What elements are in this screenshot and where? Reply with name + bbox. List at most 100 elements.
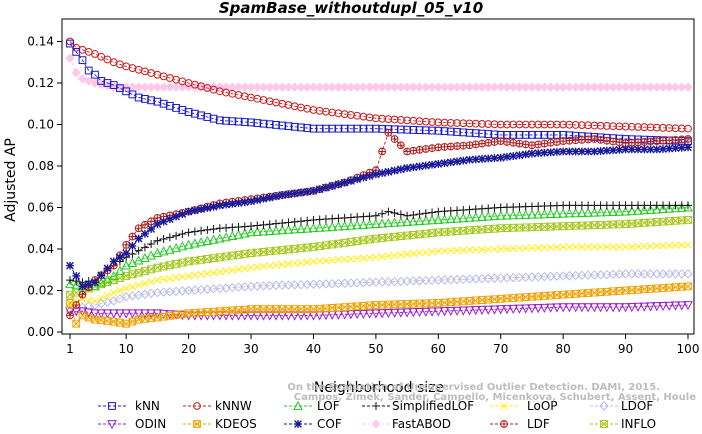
data-point-cof [328, 182, 337, 190]
data-point-knnw [602, 122, 611, 130]
data-point-cof [453, 157, 461, 166]
data-point-fastabod [608, 82, 618, 92]
legend-label-simplifiedlof: SimplifiedLOF [392, 399, 474, 413]
data-point-ldf [602, 136, 611, 145]
data-point-cof [440, 159, 449, 167]
data-point-knn [297, 123, 305, 132]
data-point-fastabod [589, 82, 600, 92]
data-point-cof [353, 175, 362, 184]
data-point-loop [553, 243, 561, 251]
data-point-knn [141, 95, 149, 103]
data-point-fastabod [283, 82, 294, 92]
data-point-cof [322, 183, 330, 192]
data-point-fastabod [258, 82, 269, 92]
data-point-loop [478, 245, 486, 254]
data-point-cof [334, 180, 343, 189]
data-point-cof [671, 144, 680, 153]
data-point-cof [84, 280, 93, 289]
data-point-fastabod [533, 82, 543, 92]
data-point-cof [134, 234, 143, 243]
data-point-kdeos [147, 314, 156, 323]
data-point-cof [128, 241, 137, 250]
data-point-lof [121, 260, 132, 270]
legend-item-ldf: LDF [490, 417, 550, 431]
data-point-odin [658, 301, 668, 312]
data-point-cof [141, 229, 149, 238]
data-point-loop [628, 242, 636, 251]
data-point-lof [414, 215, 425, 226]
legend-item-kdeos: KDEOS [183, 417, 257, 431]
data-point-odin [508, 304, 519, 315]
data-point-loop [97, 294, 105, 302]
data-point-ldf [484, 138, 493, 147]
plot-area [65, 37, 693, 328]
data-point-cof [528, 149, 536, 158]
data-point-fastabod [215, 82, 225, 92]
data-point-cof [340, 178, 349, 187]
data-point-fastabod [496, 82, 506, 92]
data-point-fastabod [389, 82, 400, 92]
data-point-lof [470, 212, 481, 222]
data-point-cof [428, 160, 436, 169]
data-point-fastabod [483, 82, 493, 92]
data-point-cof [615, 145, 624, 154]
data-point-loop [615, 243, 624, 251]
data-point-odin [264, 311, 275, 321]
data-point-odin [427, 307, 437, 317]
data-point-fastabod [489, 82, 500, 92]
data-point-odin [564, 303, 575, 313]
data-point-odin [489, 305, 500, 315]
data-point-knn [490, 130, 499, 139]
data-point-knn [172, 104, 181, 112]
data-point-lof [658, 203, 668, 214]
data-point-cof [471, 155, 480, 164]
data-point-fastabod [683, 82, 693, 92]
data-point-knn [515, 130, 524, 139]
series-line-odin [70, 304, 689, 316]
data-point-simplifiedlof [178, 230, 187, 239]
data-point-knn [347, 124, 355, 133]
data-point-kdeos [153, 313, 162, 322]
data-point-loop [109, 288, 118, 297]
data-point-knnw [147, 69, 156, 77]
data-point-inflo [146, 265, 156, 274]
data-point-knn [234, 117, 243, 126]
data-point-knn [353, 124, 362, 133]
legend-marker-kdeos [193, 420, 201, 428]
data-point-kdeos [159, 312, 168, 321]
data-point-kdeos [141, 314, 149, 323]
data-point-simplifiedlof [409, 210, 418, 219]
data-point-loop [646, 242, 655, 250]
data-point-lof [514, 209, 525, 220]
data-point-lof [221, 232, 231, 242]
data-point-fastabod [352, 82, 362, 92]
data-point-lof [327, 221, 338, 231]
data-point-fastabod [271, 82, 281, 92]
data-point-knn [290, 122, 299, 131]
data-point-odin [221, 311, 231, 321]
data-point-knnw [509, 120, 518, 129]
data-point-cof [265, 193, 274, 202]
legend-item-fastabod: FastABOD [362, 417, 451, 431]
data-point-odin [283, 311, 294, 321]
data-point-cof [390, 166, 399, 175]
data-point-ldf [409, 146, 418, 155]
data-point-knnw [515, 120, 524, 129]
data-point-loop [684, 241, 692, 249]
data-point-knnw [446, 118, 455, 127]
data-point-lof [402, 216, 412, 226]
x-tick-label: 80 [556, 342, 571, 356]
data-point-knn [91, 70, 99, 79]
data-point-cof [565, 147, 574, 156]
series-odin [65, 301, 693, 321]
legend-marker-lof [293, 400, 303, 410]
data-point-ldf [528, 141, 536, 150]
data-point-kdeos [122, 319, 131, 328]
data-point-lof [651, 204, 662, 214]
data-point-cof [315, 185, 324, 194]
data-point-lof [458, 213, 469, 223]
data-point-ldf [503, 138, 511, 146]
data-point-knn [440, 127, 449, 136]
legend-label-inflo: INFLO [621, 417, 656, 431]
data-point-fastabod [152, 82, 163, 92]
